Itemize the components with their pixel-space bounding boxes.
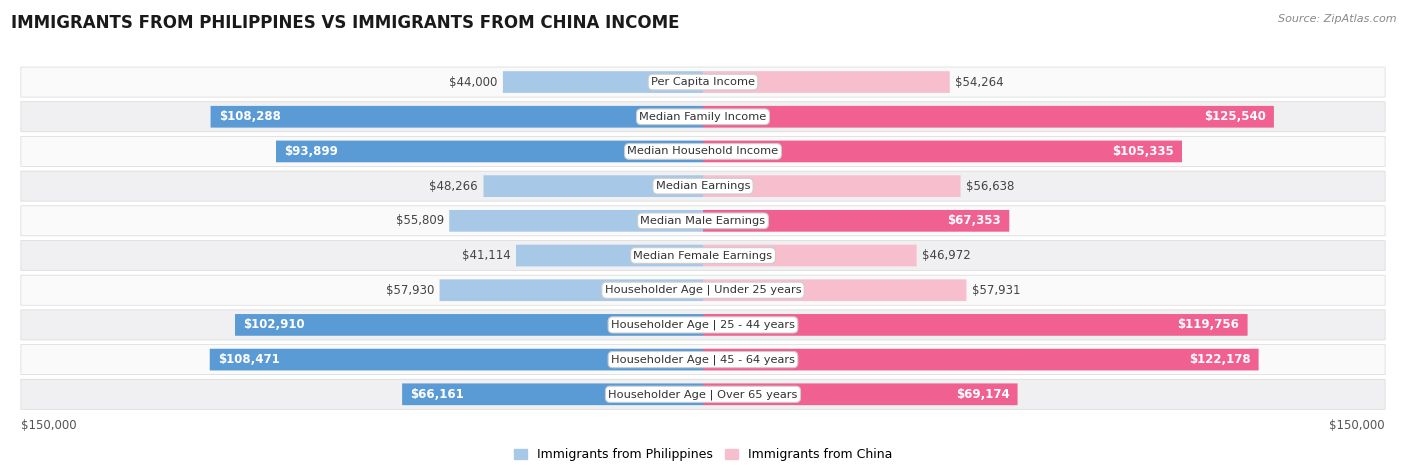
Text: $150,000: $150,000 bbox=[21, 419, 76, 432]
FancyBboxPatch shape bbox=[21, 379, 1385, 409]
FancyBboxPatch shape bbox=[449, 210, 703, 232]
Text: $93,899: $93,899 bbox=[284, 145, 337, 158]
Text: $41,114: $41,114 bbox=[461, 249, 510, 262]
Text: $119,756: $119,756 bbox=[1178, 318, 1240, 332]
Text: $69,174: $69,174 bbox=[956, 388, 1010, 401]
FancyBboxPatch shape bbox=[276, 141, 703, 163]
FancyBboxPatch shape bbox=[21, 171, 1385, 201]
Text: Householder Age | 25 - 44 years: Householder Age | 25 - 44 years bbox=[612, 319, 794, 330]
Text: Median Female Earnings: Median Female Earnings bbox=[634, 250, 772, 261]
FancyBboxPatch shape bbox=[703, 106, 1274, 127]
FancyBboxPatch shape bbox=[21, 241, 1385, 270]
Text: $46,972: $46,972 bbox=[922, 249, 970, 262]
FancyBboxPatch shape bbox=[211, 106, 703, 127]
Text: Median Family Income: Median Family Income bbox=[640, 112, 766, 122]
FancyBboxPatch shape bbox=[703, 245, 917, 266]
FancyBboxPatch shape bbox=[703, 71, 950, 93]
Text: Householder Age | Over 65 years: Householder Age | Over 65 years bbox=[609, 389, 797, 400]
Text: $54,264: $54,264 bbox=[955, 76, 1004, 89]
Text: $102,910: $102,910 bbox=[243, 318, 305, 332]
FancyBboxPatch shape bbox=[21, 67, 1385, 97]
Text: $125,540: $125,540 bbox=[1204, 110, 1265, 123]
Text: $55,809: $55,809 bbox=[395, 214, 444, 227]
FancyBboxPatch shape bbox=[21, 206, 1385, 236]
Text: $67,353: $67,353 bbox=[948, 214, 1001, 227]
FancyBboxPatch shape bbox=[209, 349, 703, 370]
FancyBboxPatch shape bbox=[21, 136, 1385, 166]
FancyBboxPatch shape bbox=[703, 314, 1247, 336]
Text: $105,335: $105,335 bbox=[1112, 145, 1174, 158]
Text: Householder Age | Under 25 years: Householder Age | Under 25 years bbox=[605, 285, 801, 296]
FancyBboxPatch shape bbox=[21, 345, 1385, 375]
FancyBboxPatch shape bbox=[703, 210, 1010, 232]
FancyBboxPatch shape bbox=[503, 71, 703, 93]
FancyBboxPatch shape bbox=[484, 175, 703, 197]
FancyBboxPatch shape bbox=[703, 175, 960, 197]
Text: $66,161: $66,161 bbox=[411, 388, 464, 401]
Text: $57,931: $57,931 bbox=[972, 284, 1021, 297]
FancyBboxPatch shape bbox=[235, 314, 703, 336]
FancyBboxPatch shape bbox=[703, 141, 1182, 163]
FancyBboxPatch shape bbox=[21, 310, 1385, 340]
FancyBboxPatch shape bbox=[703, 383, 1018, 405]
FancyBboxPatch shape bbox=[21, 275, 1385, 305]
FancyBboxPatch shape bbox=[402, 383, 703, 405]
Text: $122,178: $122,178 bbox=[1189, 353, 1250, 366]
FancyBboxPatch shape bbox=[516, 245, 703, 266]
Text: $108,471: $108,471 bbox=[218, 353, 280, 366]
Text: $56,638: $56,638 bbox=[966, 180, 1014, 192]
Text: Source: ZipAtlas.com: Source: ZipAtlas.com bbox=[1278, 14, 1396, 24]
FancyBboxPatch shape bbox=[703, 279, 966, 301]
Text: $57,930: $57,930 bbox=[385, 284, 434, 297]
Text: $150,000: $150,000 bbox=[1330, 419, 1385, 432]
Text: Per Capita Income: Per Capita Income bbox=[651, 77, 755, 87]
Legend: Immigrants from Philippines, Immigrants from China: Immigrants from Philippines, Immigrants … bbox=[515, 448, 891, 461]
FancyBboxPatch shape bbox=[703, 349, 1258, 370]
Text: Median Earnings: Median Earnings bbox=[655, 181, 751, 191]
Text: $108,288: $108,288 bbox=[219, 110, 281, 123]
Text: $48,266: $48,266 bbox=[429, 180, 478, 192]
Text: Median Male Earnings: Median Male Earnings bbox=[641, 216, 765, 226]
FancyBboxPatch shape bbox=[440, 279, 703, 301]
Text: Median Household Income: Median Household Income bbox=[627, 147, 779, 156]
FancyBboxPatch shape bbox=[21, 102, 1385, 132]
Text: Householder Age | 45 - 64 years: Householder Age | 45 - 64 years bbox=[612, 354, 794, 365]
Text: IMMIGRANTS FROM PHILIPPINES VS IMMIGRANTS FROM CHINA INCOME: IMMIGRANTS FROM PHILIPPINES VS IMMIGRANT… bbox=[11, 14, 679, 32]
Text: $44,000: $44,000 bbox=[449, 76, 498, 89]
